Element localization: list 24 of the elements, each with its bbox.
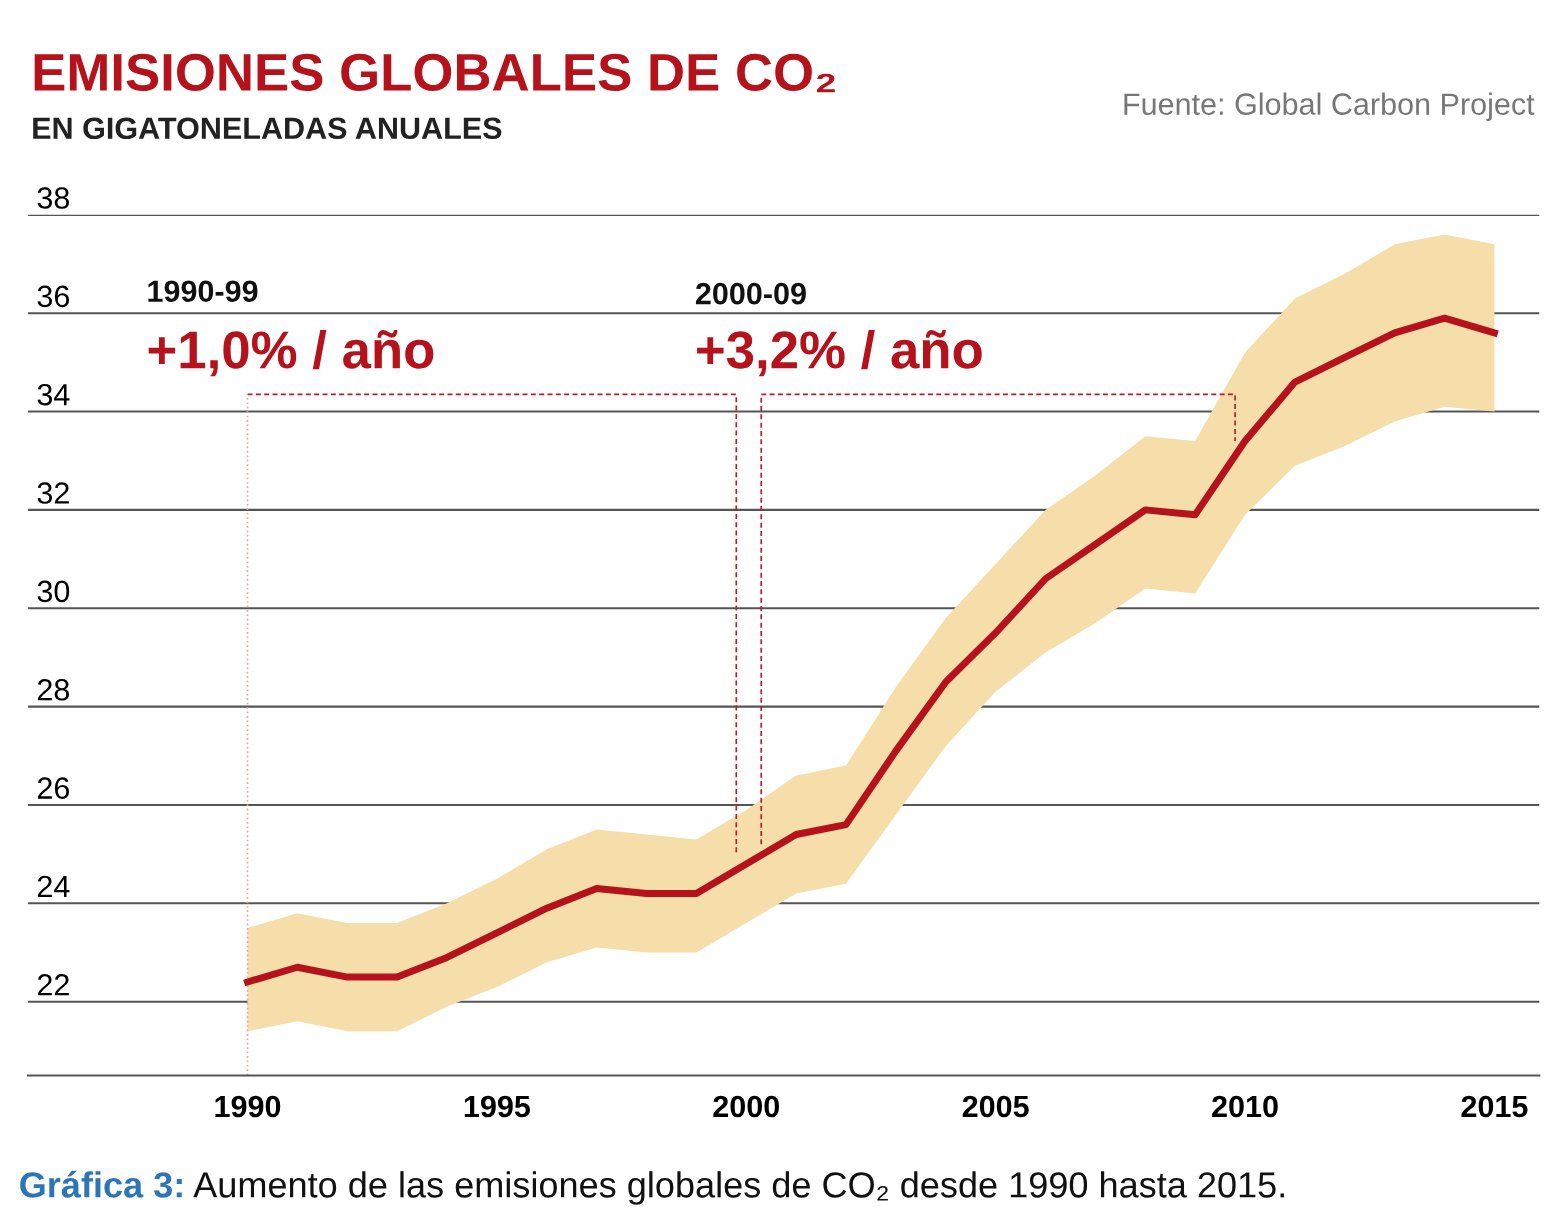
y-tick-label: 22 [37,974,69,996]
text: Gráfica 3: [20,1170,182,1198]
y-tick-label: 24 [37,875,70,897]
y-tick-label: 32 [37,482,69,504]
y-tick-label: 30 [37,580,70,603]
chart-subtitle: EN GIGATONELADAS ANUALES [33,117,502,140]
source-note: Fuente: Global Carbon Project [1124,92,1535,122]
x-tick-label: 2010 [1212,1095,1278,1118]
y-tick-label: 34 [37,383,70,406]
y-tick-label: 26 [37,777,70,799]
y-tick-label: 38 [37,187,70,209]
annotation: +3,2% / año [697,329,982,377]
y-tick-label: 28 [37,678,70,701]
x-tick-label: 1995 [464,1095,531,1118]
x-tick-label: 2015 [1461,1095,1528,1118]
x-tick-label: 2005 [962,1095,1029,1118]
annotation: 1990-99 [148,280,258,303]
text: Aumento de las emisiones globales de CO₂ desde 1990 hasta 2015. [193,1171,1284,1205]
y-tick-label: 36 [37,285,70,308]
x-tick-label: 2000 [713,1095,779,1118]
x-tick-label: 1990 [215,1095,281,1118]
annotation: +1,0% / año [148,329,434,377]
chart-title: EMISIONES GLOBALES DE CO₂ [34,53,835,93]
annotation: 2000-09 [695,282,806,305]
